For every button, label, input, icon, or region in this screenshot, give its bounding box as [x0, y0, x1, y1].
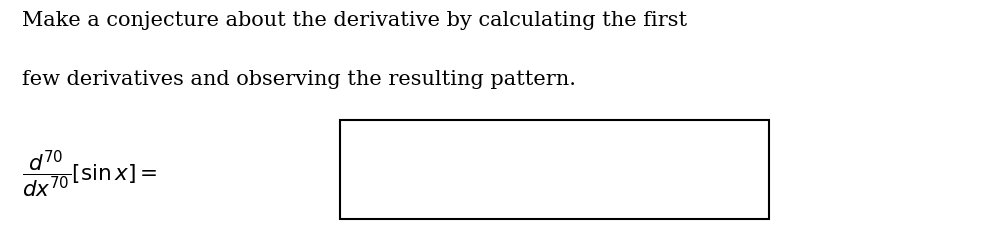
Text: $\dfrac{d^{70}}{dx^{70}}[\sin x] =$: $\dfrac{d^{70}}{dx^{70}}[\sin x] =$	[22, 149, 158, 200]
Text: Make a conjecture about the derivative by calculating the first: Make a conjecture about the derivative b…	[22, 11, 687, 30]
Text: few derivatives and observing the resulting pattern.: few derivatives and observing the result…	[22, 70, 576, 89]
FancyBboxPatch shape	[340, 120, 769, 219]
